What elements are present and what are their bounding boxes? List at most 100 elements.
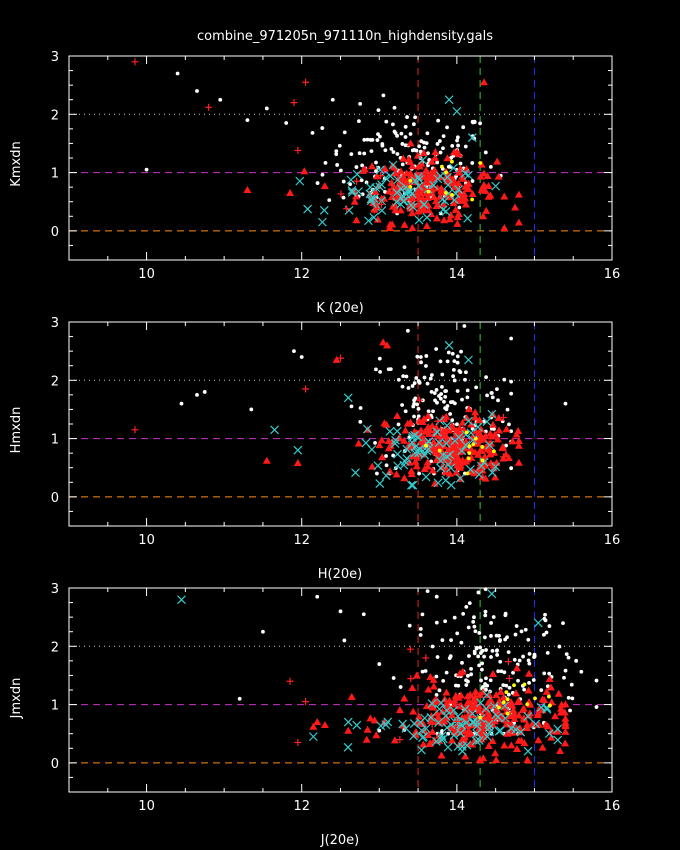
yellow-point (504, 690, 509, 695)
white-point (195, 392, 199, 397)
white-point (341, 179, 346, 184)
white-point (195, 89, 199, 93)
y-tick-label: 0 (51, 491, 59, 506)
red-triangle-point (479, 212, 488, 220)
cyan-x-point (402, 444, 412, 454)
cyan-x-point (441, 475, 451, 485)
red-triangle-point (262, 456, 271, 464)
cyan-x-point (544, 729, 554, 738)
cyan-x-point (444, 340, 454, 350)
red-triangle-point (485, 439, 494, 447)
yellow-point (466, 456, 471, 461)
red-plus-point (131, 426, 139, 434)
cyan-x-point (317, 217, 327, 227)
white-point (463, 144, 468, 149)
white-point (445, 125, 449, 130)
yellow-point (470, 197, 475, 202)
white-point (420, 669, 425, 674)
white-point (424, 354, 429, 358)
white-point (315, 181, 320, 185)
cyan-x-point (449, 730, 459, 740)
red-triangle-point (416, 183, 425, 191)
white-point (563, 668, 568, 673)
cyan-x-point (414, 181, 424, 191)
red-plus-point (416, 396, 424, 404)
red-triangle-point (484, 742, 493, 750)
cyan-x-point (406, 200, 416, 210)
cyan-x-point (491, 462, 501, 472)
red-triangle-point (309, 722, 318, 730)
y-tick-label: 1 (51, 167, 59, 182)
white-point (471, 619, 476, 624)
white-point (474, 646, 479, 651)
white-point (448, 412, 453, 416)
yellow-point (548, 703, 552, 708)
red-triangle-point (396, 206, 405, 214)
white-point (437, 394, 441, 398)
yellow-point (478, 715, 482, 720)
red-triangle-point (429, 702, 438, 710)
red-triangle-point (406, 169, 415, 177)
cyan-x-point (441, 438, 451, 448)
white-point (392, 129, 397, 134)
red-plus-point (337, 190, 345, 198)
red-triangle-point (538, 743, 547, 751)
cyan-x-point (408, 480, 418, 490)
white-point (440, 385, 444, 389)
cyan-x-point (433, 478, 443, 488)
white-point (389, 146, 394, 151)
white-point (376, 132, 380, 136)
white-point (478, 121, 483, 126)
cyan-x-point (476, 461, 486, 471)
yellow-point (408, 184, 413, 189)
red-triangle-point (523, 755, 532, 763)
white-point (516, 678, 520, 683)
y-axis-label: Jmxdn (9, 678, 24, 720)
white-point (543, 612, 547, 617)
white-point (545, 650, 550, 655)
y-tick-label: 3 (51, 582, 59, 597)
white-point (373, 440, 377, 445)
red-plus-point (353, 177, 361, 185)
red-triangle-point (375, 441, 384, 449)
white-point (449, 400, 453, 405)
white-point (446, 350, 451, 355)
red-triangle-point (350, 197, 359, 205)
red-triangle-point (561, 727, 570, 735)
red-plus-point (435, 194, 443, 202)
white-point (480, 685, 485, 689)
cyan-x-point (177, 595, 186, 605)
white-point (310, 130, 315, 135)
cyan-x-point (487, 589, 497, 599)
white-point (467, 654, 471, 658)
cyan-x-point (381, 471, 391, 480)
red-triangle-point (426, 716, 435, 724)
white-point (359, 178, 364, 183)
red-triangle-point (458, 196, 467, 204)
red-triangle-point (449, 199, 458, 207)
white-point (284, 121, 289, 125)
white-point (429, 459, 434, 464)
red-triangle-point (445, 215, 454, 223)
red-triangle-point (554, 689, 563, 697)
x-tick-label: 12 (293, 533, 310, 548)
red-triangle-point (419, 149, 428, 157)
red-triangle-point (492, 755, 501, 763)
red-triangle-point (431, 147, 440, 155)
yellow-point (512, 683, 516, 688)
white-point (442, 399, 446, 404)
white-point (579, 669, 584, 674)
white-point (478, 645, 483, 650)
white-point (450, 351, 455, 356)
white-point (327, 198, 332, 202)
red-triangle-point (437, 430, 446, 438)
white-point (443, 389, 448, 394)
white-point (411, 404, 416, 409)
white-point (458, 370, 463, 375)
white-point (418, 355, 423, 359)
red-triangle-point (399, 154, 408, 162)
white-point (320, 172, 325, 177)
white-point (360, 163, 365, 168)
red-triangle-point (447, 736, 456, 744)
white-point (564, 652, 569, 656)
